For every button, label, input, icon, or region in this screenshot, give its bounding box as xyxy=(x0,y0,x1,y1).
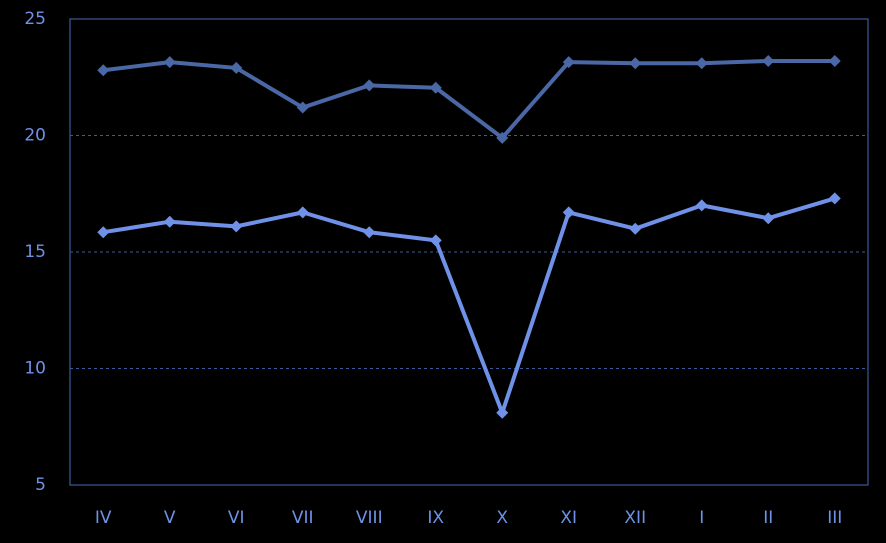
y-tick-label: 5 xyxy=(35,475,46,495)
data-point xyxy=(828,54,841,67)
data-point xyxy=(496,406,509,419)
data-point xyxy=(695,57,708,70)
data-point xyxy=(230,61,243,74)
data-point xyxy=(429,234,442,247)
data-point xyxy=(429,81,442,94)
x-tick-label: I xyxy=(699,508,704,528)
y-tick-label: 25 xyxy=(24,9,46,29)
x-tick-label: VIII xyxy=(356,508,383,528)
x-tick-label: XII xyxy=(624,508,646,528)
x-tick-label: VII xyxy=(292,508,314,528)
data-point xyxy=(828,192,841,205)
data-point xyxy=(363,79,376,92)
data-point xyxy=(762,212,775,225)
data-point xyxy=(496,131,509,144)
data-point xyxy=(296,206,309,219)
x-tick-label: V xyxy=(164,508,176,528)
data-point xyxy=(163,56,176,69)
x-tick-label: III xyxy=(827,508,842,528)
y-tick-label: 10 xyxy=(24,359,46,379)
data-point xyxy=(629,57,642,70)
data-point xyxy=(230,220,243,233)
x-tick-label: XI xyxy=(560,508,577,528)
x-tick-label: IV xyxy=(95,508,112,528)
data-point xyxy=(562,56,575,69)
data-point xyxy=(296,101,309,114)
data-point xyxy=(97,64,110,77)
data-point xyxy=(695,199,708,212)
data-point xyxy=(163,215,176,228)
data-point xyxy=(562,206,575,219)
y-tick-label: 20 xyxy=(24,126,46,146)
data-point xyxy=(97,226,110,239)
x-tick-label: II xyxy=(763,508,773,528)
series-line xyxy=(102,196,836,415)
y-tick-label: 15 xyxy=(24,242,46,262)
x-tick-label: X xyxy=(496,508,508,528)
data-point xyxy=(762,54,775,67)
data-point xyxy=(629,222,642,235)
series-line xyxy=(103,58,835,140)
x-tick-label: IX xyxy=(427,508,444,528)
x-tick-label: VI xyxy=(228,508,245,528)
data-point xyxy=(363,226,376,239)
